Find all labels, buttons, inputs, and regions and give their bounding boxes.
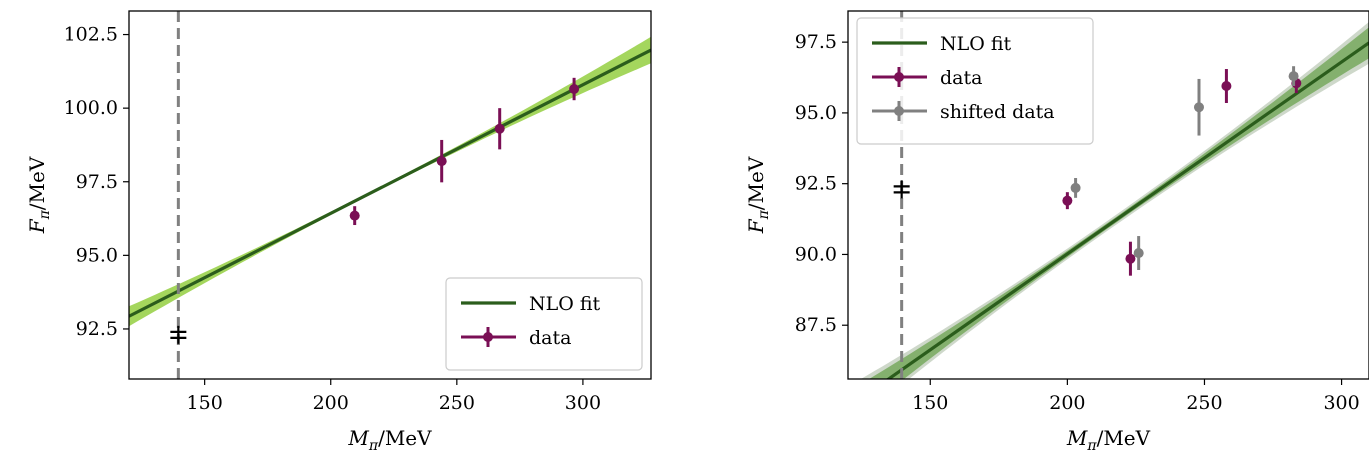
x-axis-label: Mπ/MeV: [1066, 426, 1151, 454]
x-tick-label: 200: [1049, 392, 1085, 414]
legend-series-label: data: [940, 67, 982, 89]
plot-area: [129, 11, 651, 379]
axes-frame: [128, 10, 652, 380]
data-point: [1221, 81, 1232, 92]
x-tick-label: 300: [1323, 392, 1359, 414]
legend-series-label: data: [529, 327, 571, 349]
y-tick-label: 95.0: [76, 244, 118, 266]
fit-line: [129, 48, 651, 318]
legend-fit-label: NLO fit: [529, 293, 601, 315]
data-point: [494, 123, 505, 134]
data-point: [569, 84, 580, 95]
fit-line: [885, 41, 1369, 379]
y-tick-label: 100.0: [64, 97, 118, 119]
y-tick-label: 95.0: [795, 102, 837, 124]
x-tick-label: 250: [439, 392, 475, 414]
legend: NLO fit data: [445, 277, 643, 371]
y-axis-label: Fπ/MeV: [25, 156, 53, 234]
legend: NLO fit data shifted data: [856, 17, 1094, 145]
data-point: [1070, 182, 1081, 193]
x-tick-label: 300: [565, 392, 601, 414]
legend-box: [445, 277, 643, 371]
x-axis-label: Mπ/MeV: [347, 426, 432, 454]
y-tick-label: 90.0: [795, 243, 837, 265]
x-tick-label: 150: [912, 392, 948, 414]
data-point: [436, 156, 447, 167]
y-tick-label: 102.5: [64, 24, 118, 46]
legend-series-marker: [894, 106, 904, 116]
legend-series-label: shifted data: [940, 101, 1055, 123]
x-tick-label: 250: [1186, 392, 1222, 414]
legend-series-marker: [894, 72, 904, 82]
data-point: [1133, 248, 1144, 259]
legend-series-marker: [483, 332, 493, 342]
x-tick-label: 200: [313, 392, 349, 414]
y-tick-label: 92.5: [795, 173, 837, 195]
data-point: [349, 210, 360, 221]
data-point: [1288, 71, 1299, 82]
right-panel: 150 200 250 300 87.5 90.0 92.5 95.0 97.5 Mπ/MeV Fπ…: [744, 10, 1369, 454]
y-tick-label: 97.5: [76, 171, 118, 193]
axes-frame: [847, 10, 1369, 380]
data-point: [1062, 195, 1073, 206]
legend-fit-label: NLO fit: [940, 33, 1012, 55]
data-point: [1193, 102, 1204, 113]
y-tick-label: 97.5: [795, 31, 837, 53]
y-axis-label: Fπ/MeV: [744, 156, 772, 234]
data-point: [1125, 253, 1136, 264]
x-tick-label: 150: [187, 392, 223, 414]
y-tick-label: 87.5: [795, 314, 837, 336]
left-panel: 150 200 250 300 92.5 95.0 97.5 100.0 102.5 Mπ/MeV…: [25, 10, 652, 454]
plot-area: [860, 11, 1369, 379]
y-tick-label: 92.5: [76, 318, 118, 340]
